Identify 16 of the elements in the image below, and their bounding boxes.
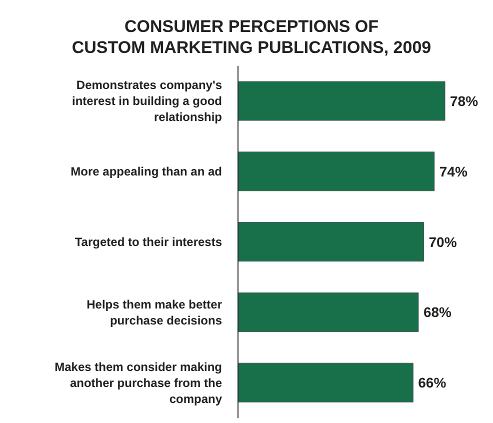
- y-tick-label: Helps them make better purchase decisions: [86, 297, 222, 328]
- data-label: 78%: [450, 92, 479, 109]
- y-tick-label: More appealing than an ad: [70, 164, 222, 179]
- y-tick-label: Makes them consider making another purchase from the company: [54, 360, 222, 406]
- bar: [238, 292, 419, 332]
- y-tick-label: Targeted to their interests: [74, 235, 222, 249]
- data-label: 74%: [439, 163, 468, 180]
- bar: [238, 362, 414, 402]
- data-label: 66%: [418, 374, 447, 391]
- bar: [238, 222, 424, 262]
- data-label: 70%: [428, 234, 458, 250]
- data-label: 68%: [423, 304, 452, 320]
- bar: [238, 81, 446, 121]
- y-tick-label: Demonstrates company's interest in building a good relationship: [72, 78, 222, 124]
- chart-title: CONSUMER PERCEPTIONS OF CUSTOM MARKETING PUBLICATIONS, 2009: [70, 16, 432, 58]
- bar: [238, 152, 435, 192]
